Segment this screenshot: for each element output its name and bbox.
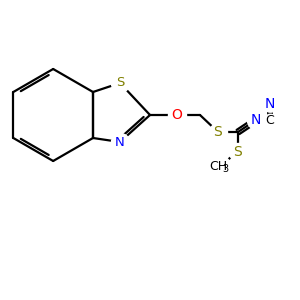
Text: S: S (234, 145, 242, 159)
Text: S: S (116, 76, 124, 89)
Text: N: N (115, 136, 125, 148)
Text: S: S (214, 125, 222, 139)
Text: O: O (172, 108, 182, 122)
Text: N: N (265, 97, 275, 111)
Text: C: C (266, 113, 274, 127)
Text: N: N (251, 113, 261, 127)
Text: CH: CH (209, 160, 227, 173)
Text: 3: 3 (222, 164, 228, 174)
